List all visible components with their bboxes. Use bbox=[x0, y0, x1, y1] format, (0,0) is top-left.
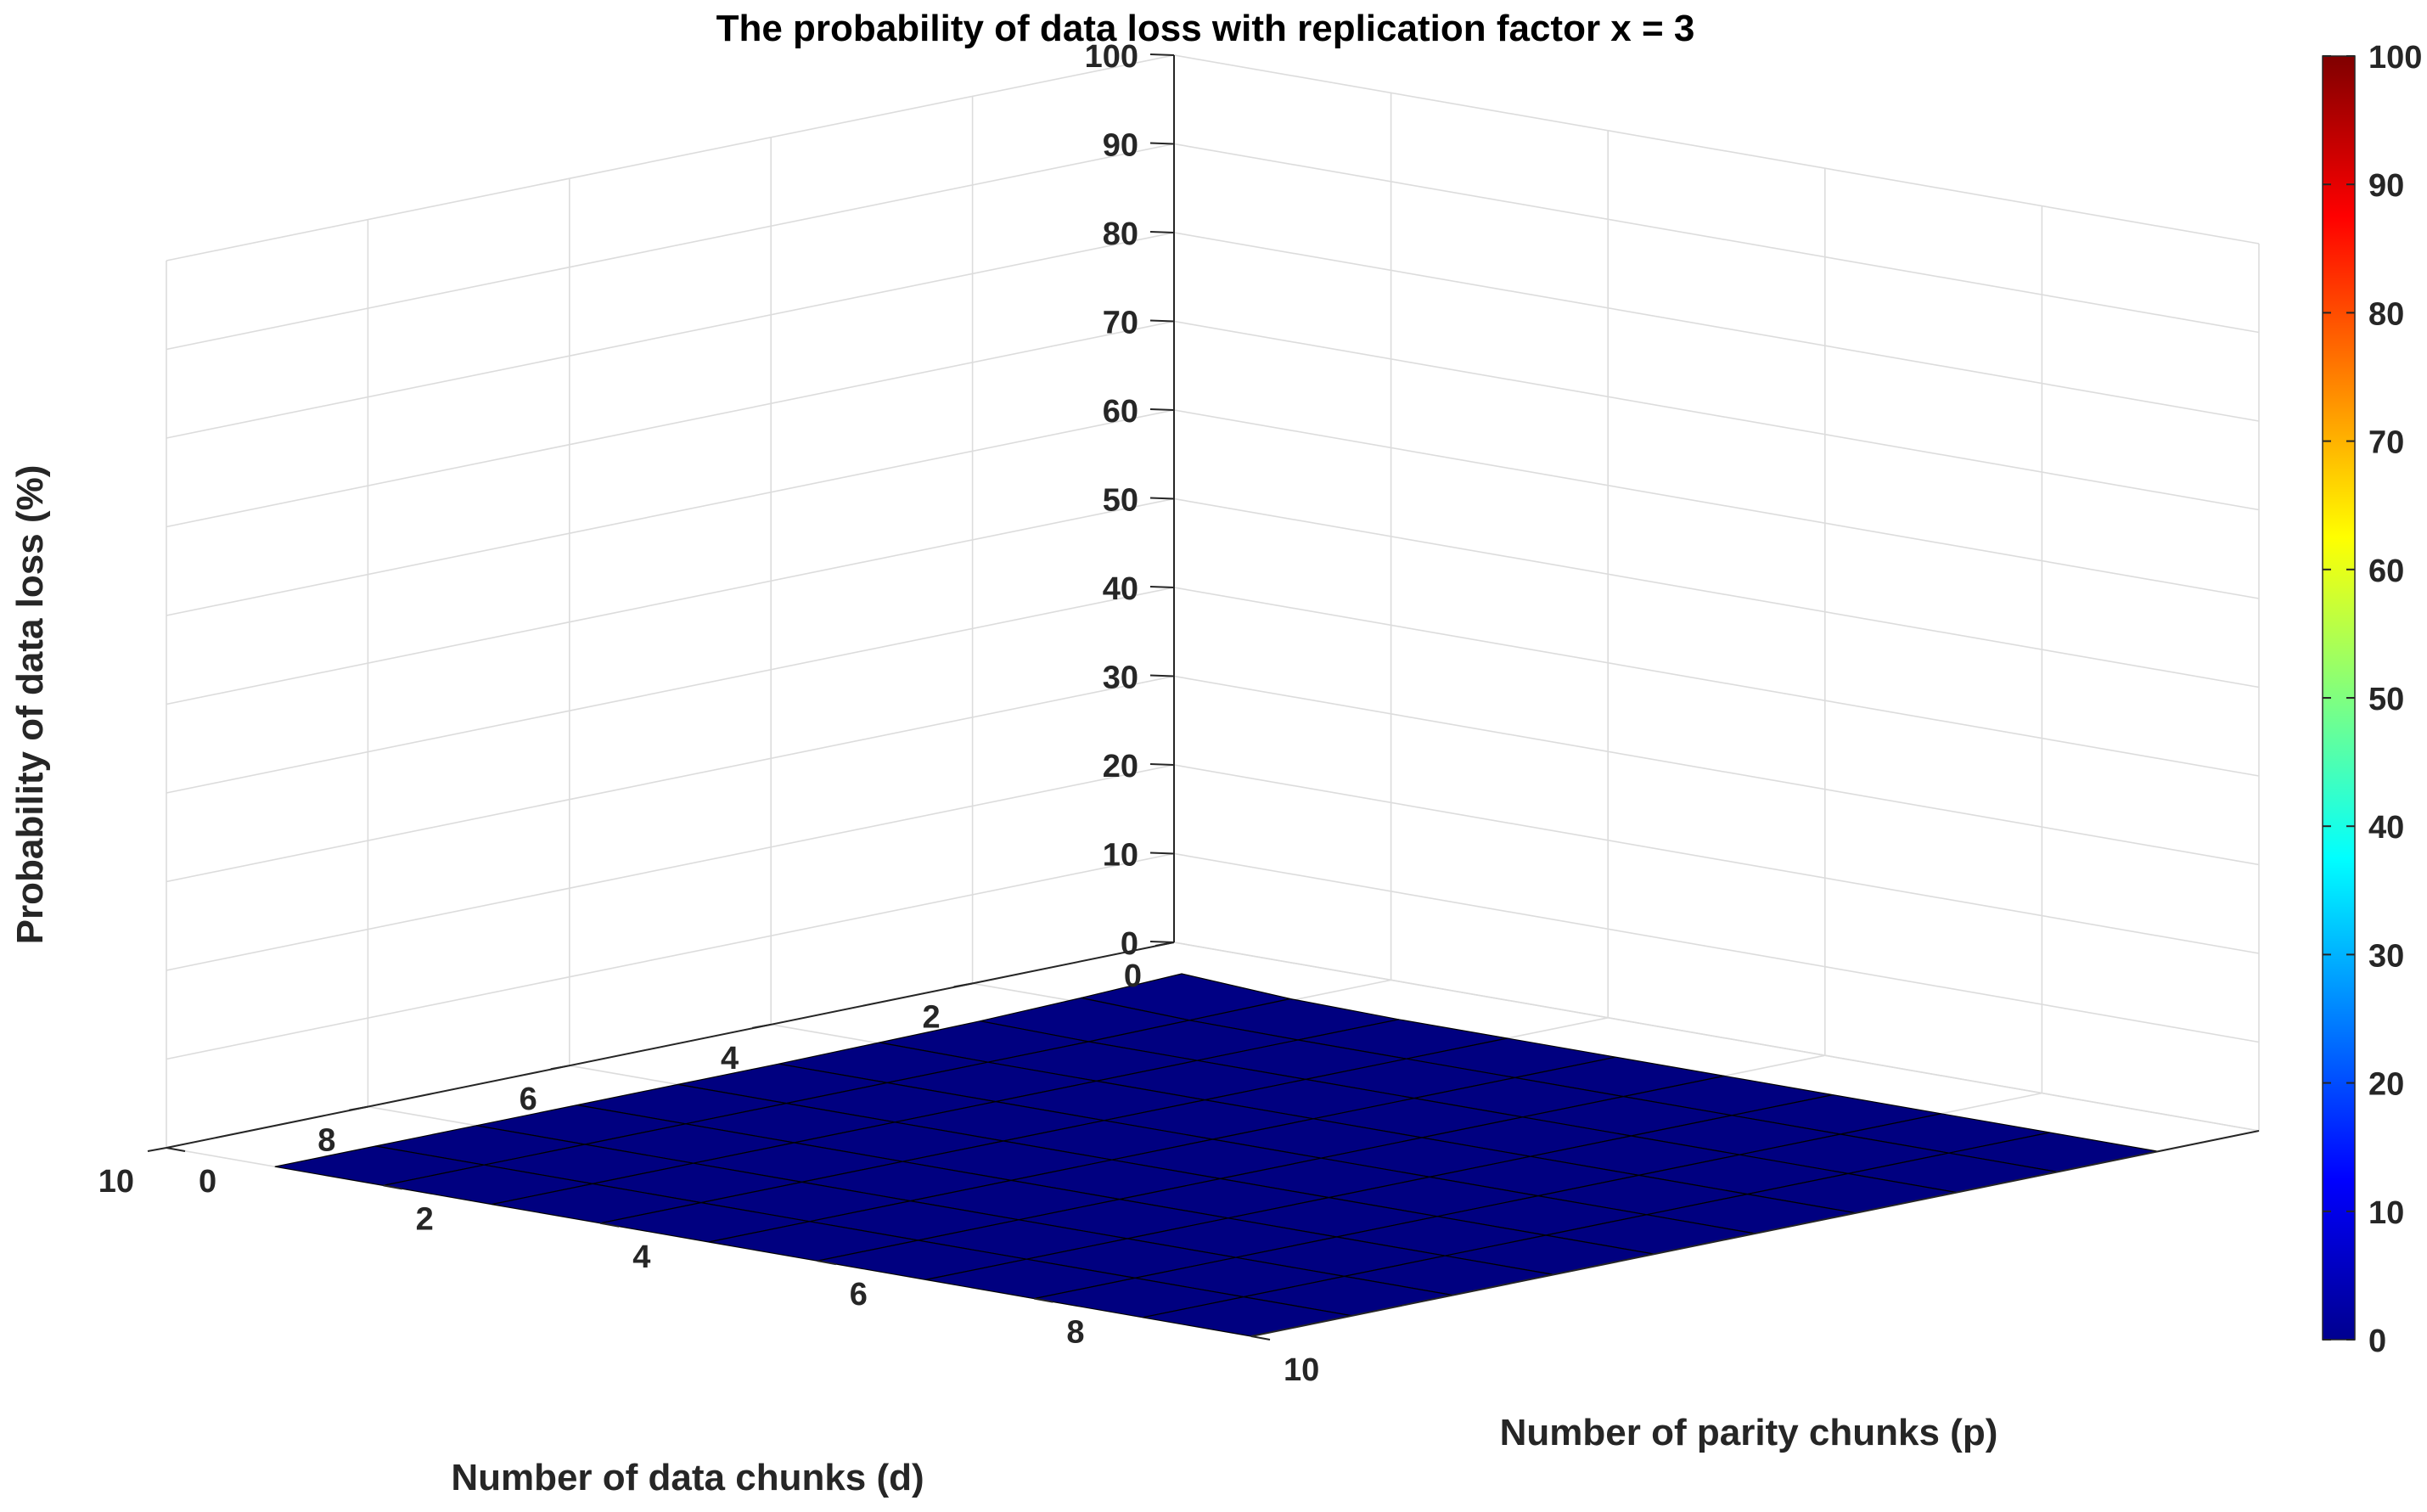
x-tick-label: 6 bbox=[520, 1082, 537, 1117]
z-tick-mark bbox=[1149, 231, 1175, 233]
z-tick-label: 10 bbox=[1103, 838, 1138, 874]
colorbar-tick-label: 50 bbox=[2368, 682, 2404, 717]
z-tick-label: 80 bbox=[1103, 216, 1138, 252]
grid-line bbox=[166, 497, 2260, 705]
y-tick-mark bbox=[600, 1222, 620, 1228]
y-tick-mark bbox=[817, 1260, 836, 1266]
colorbar-tick-label: 60 bbox=[2368, 554, 2404, 589]
grid-line bbox=[166, 320, 2260, 528]
z-tick-mark bbox=[1149, 497, 1175, 500]
z-tick-label: 30 bbox=[1103, 660, 1138, 696]
x-tick-mark bbox=[147, 1147, 167, 1152]
z-tick-label: 70 bbox=[1103, 306, 1138, 341]
colorbar-tick-label: 20 bbox=[2368, 1067, 2404, 1103]
z-tick-mark bbox=[1149, 142, 1175, 145]
colorbar-tick-label: 70 bbox=[2368, 425, 2404, 461]
z-tick-label: 20 bbox=[1103, 749, 1138, 784]
x-tick-label: 10 bbox=[98, 1164, 134, 1200]
colorbar-tick-label: 80 bbox=[2368, 296, 2404, 332]
y-tick-mark bbox=[1250, 1335, 1271, 1341]
z-tick-mark bbox=[1149, 674, 1175, 677]
z-axis-label: Probability of data loss (%) bbox=[9, 465, 51, 945]
y-tick-label: 10 bbox=[1284, 1352, 1319, 1388]
colorbar-tick-label: 40 bbox=[2368, 810, 2404, 846]
y-tick-label: 0 bbox=[199, 1164, 216, 1200]
y-tick-label: 2 bbox=[416, 1201, 434, 1237]
colorbar-tick-label: 100 bbox=[2368, 40, 2422, 76]
z-tick-mark bbox=[1149, 852, 1175, 855]
grid-line bbox=[166, 232, 2260, 439]
colorbar-tick-label: 30 bbox=[2368, 938, 2404, 974]
colorbar-tick-label: 90 bbox=[2368, 168, 2404, 204]
x-tick-mark bbox=[550, 1065, 570, 1071]
chart-title: The probability of data loss with replic… bbox=[716, 8, 1695, 49]
x-tick-mark bbox=[953, 982, 973, 988]
x-tick-label: 0 bbox=[1124, 958, 1142, 994]
grid-line bbox=[166, 143, 2260, 351]
z-tick-mark bbox=[1149, 408, 1175, 411]
grid-line bbox=[166, 54, 2260, 261]
colorbar: 0 10 20 30 40 50 60 70 80 90 100 bbox=[2322, 40, 2422, 1359]
grid-line bbox=[166, 764, 2260, 971]
x-axis-line bbox=[166, 941, 1175, 1149]
grid-line bbox=[166, 675, 2260, 883]
y-tick-mark bbox=[1034, 1297, 1053, 1303]
y-tick-label: 6 bbox=[850, 1277, 868, 1312]
surface-mesh bbox=[274, 973, 2159, 1337]
grid-line bbox=[166, 587, 2260, 794]
y-tick-mark bbox=[383, 1184, 402, 1190]
y-tick-label: 8 bbox=[1066, 1315, 1084, 1351]
z-tick-label: 100 bbox=[1085, 39, 1138, 75]
x-tick-mark bbox=[752, 1023, 772, 1029]
x-tick-mark bbox=[1155, 941, 1175, 947]
z-tick-mark bbox=[1149, 53, 1175, 56]
z-tick-mark bbox=[1149, 319, 1175, 323]
x-tick-mark bbox=[349, 1105, 368, 1111]
z-tick-label: 50 bbox=[1103, 483, 1138, 519]
colorbar-tick-label: 10 bbox=[2368, 1195, 2404, 1231]
z-tick-mark bbox=[1149, 763, 1175, 766]
z-tick-label: 40 bbox=[1103, 571, 1138, 607]
grid-line bbox=[166, 409, 2260, 616]
y-axis-line bbox=[1250, 1130, 2260, 1337]
x-tick-label: 4 bbox=[721, 1041, 739, 1076]
y-tick-label: 4 bbox=[632, 1239, 650, 1275]
z-tick-label: 90 bbox=[1103, 128, 1138, 164]
colorbar-tick-label: 0 bbox=[2368, 1324, 2386, 1359]
y-tick-mark bbox=[166, 1147, 186, 1152]
z-tick-label: 0 bbox=[1121, 926, 1138, 962]
x-tick-label: 2 bbox=[922, 999, 940, 1035]
x-axis-label: Number of data chunks (d) bbox=[451, 1457, 924, 1498]
y-axis-label: Number of parity chunks (p) bbox=[1500, 1412, 1998, 1453]
z-tick-label: 60 bbox=[1103, 394, 1138, 430]
x-tick-label: 8 bbox=[317, 1123, 335, 1159]
